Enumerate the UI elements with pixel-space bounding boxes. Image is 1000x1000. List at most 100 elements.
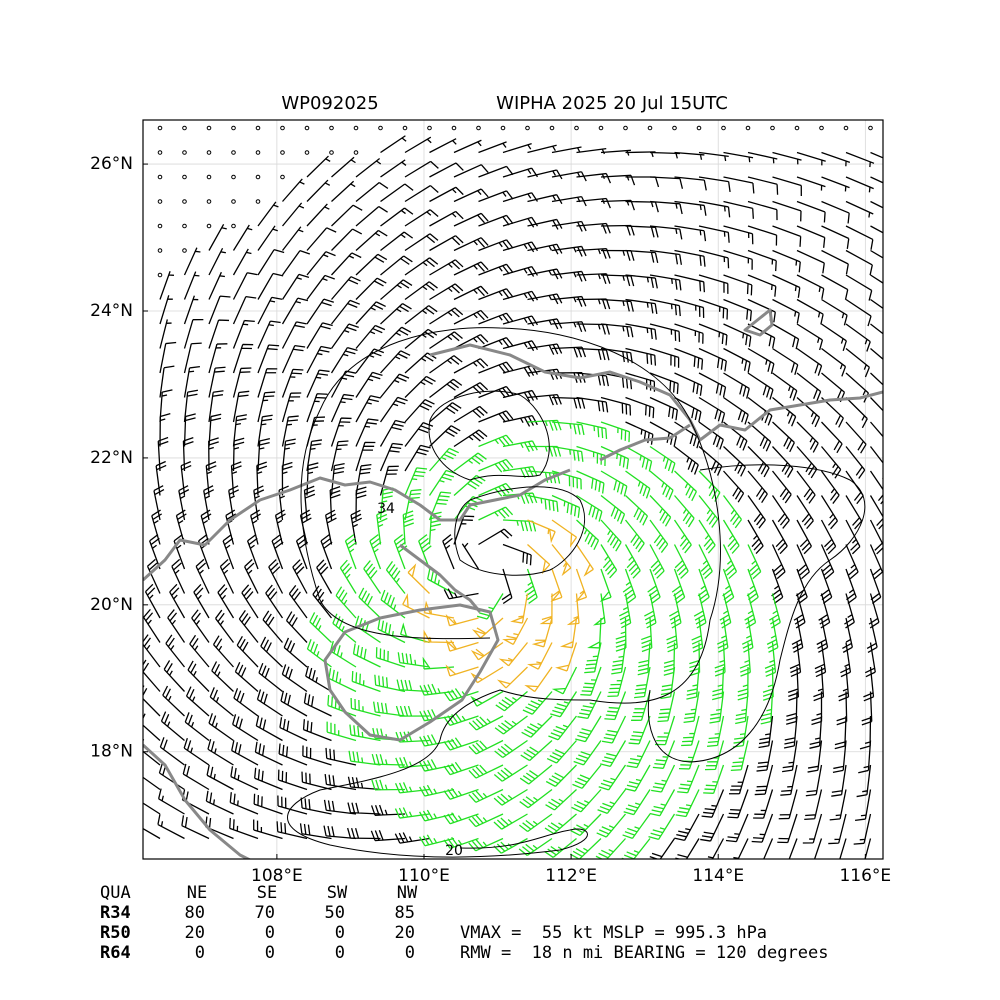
table-cell: 0 [265,923,275,943]
wind-barb [674,323,704,344]
wind-barb [257,414,273,447]
calm-marker [182,248,187,253]
wind-barb [821,151,851,167]
wind-barb [725,813,749,843]
wind-barb [845,151,875,168]
wind-barb [502,266,539,277]
wind-barb [419,784,455,797]
wind-barb [845,274,873,301]
wind-barb [159,295,173,325]
wind-barb [232,224,253,251]
wind-barb [649,445,676,474]
wind-barb [173,534,186,570]
wind-barb [691,617,704,653]
wind-barb [257,225,278,251]
wind-barb [723,249,753,270]
wind-barb [600,494,626,525]
wind-barb [722,568,735,604]
wind-barb [256,689,283,717]
wind-barb [698,249,730,269]
wind-barb [303,692,332,717]
wind-barb [306,393,328,423]
wind-barb [735,691,749,725]
wind-barb [649,519,669,553]
wind-barb [232,248,252,276]
wind-barb [649,347,680,368]
wind-barb [698,396,726,424]
wind-barb [598,764,627,791]
wind-barb [208,319,230,349]
wind-barb [821,200,850,224]
calm-marker [378,125,383,131]
wind-barb [246,534,259,570]
wind-barb [601,715,627,744]
wind-barb [478,385,514,399]
table-cell: 0 [265,943,275,963]
wind-barb [419,709,455,722]
wind-barb [379,373,410,398]
wind-barb [796,347,823,376]
wind-barb [183,295,199,325]
wind-barb [870,225,883,234]
wind-barb [501,568,513,605]
wind-barb [600,519,622,552]
wind-barb [445,639,479,652]
calm-marker [500,125,506,131]
table-header: NE [187,883,207,903]
wind-barb [395,705,430,717]
wind-barb [167,609,186,643]
wind-barb [217,584,235,619]
wind-barb [795,568,808,604]
wind-barb [429,162,464,178]
wind-barb [722,519,740,554]
wind-barb [698,176,731,193]
wind-barb [208,390,224,423]
wind-barb [281,202,305,227]
wind-barb [212,635,234,668]
wind-barb [306,179,331,202]
wind-barb [698,298,729,320]
wind-barb [772,396,797,427]
wind-barb [205,790,234,815]
wind-barb [260,636,283,668]
wind-barb [187,660,210,692]
wind-barb [821,298,848,326]
wind-barb [303,485,316,521]
wind-barb [159,389,173,423]
wind-barb [468,837,504,852]
wind-barb [698,151,729,162]
wind-barb [351,670,381,693]
wind-barb [698,200,731,218]
wind-barb [395,731,430,743]
wind-barb [649,151,681,159]
wind-barb [316,559,333,594]
wind-barb [198,534,210,570]
wind-barb [159,319,172,349]
wind-barb [330,393,355,423]
wind-barb [232,390,250,423]
wind-barb [143,713,161,741]
wind-barb [478,482,514,497]
wind-barb [255,715,283,742]
wind-barb [762,666,774,701]
wind-barb [719,593,732,629]
wind-barb [478,361,514,374]
wind-barb [453,164,489,178]
wind-barb [697,568,710,604]
wind-barb [180,460,192,496]
wind-barb [772,225,802,247]
calm-marker [721,125,726,131]
wind-barb [349,724,381,742]
wind-barb [723,421,748,451]
wind-barb [158,788,185,815]
wind-barb [461,542,480,570]
wind-barb [183,389,199,423]
wind-barb [572,764,602,789]
table-cell: 20 [395,923,415,943]
wind-barb [576,323,610,335]
wind-barb [282,178,305,202]
wind-barb [527,519,556,544]
wind-barb [674,298,705,318]
wind-barb [576,148,607,155]
wind-barb [404,305,438,325]
